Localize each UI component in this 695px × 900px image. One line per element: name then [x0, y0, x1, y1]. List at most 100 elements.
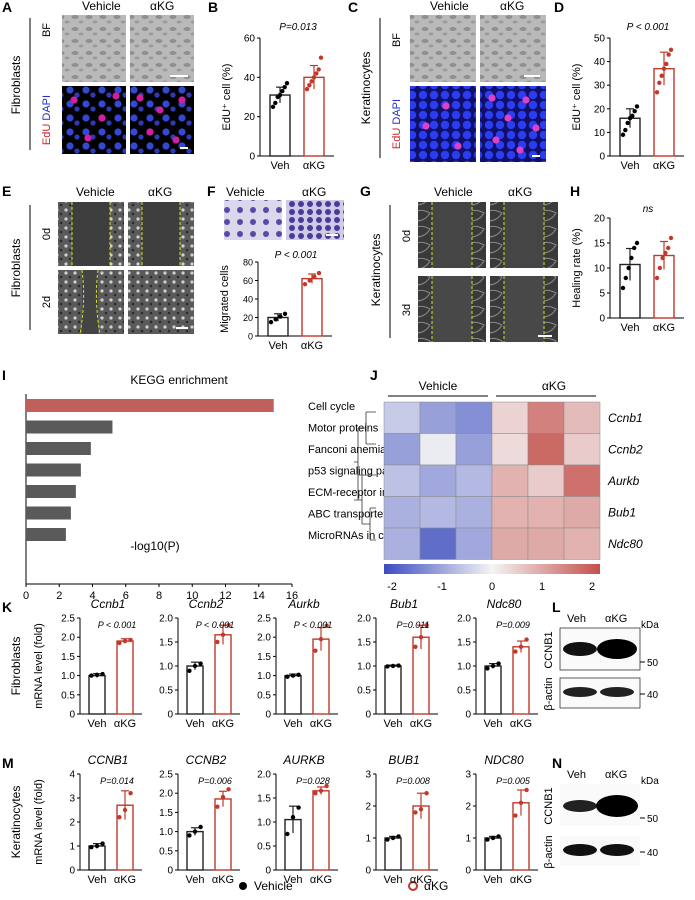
k-g0-ytick-label-4: 2.0: [61, 633, 75, 644]
k-g3-ytick-label-2: 1.0: [357, 662, 371, 673]
i-bar-5: [26, 506, 71, 520]
j-gene-3: Bub1: [608, 506, 636, 520]
i-xtick-label-2: 4: [89, 590, 95, 602]
m-gene-title-1: CCNB2: [186, 753, 227, 767]
k-g0-bar-akg: [116, 640, 134, 715]
k-g3-point-1-0: [413, 644, 418, 649]
m-g2-ytick-label-4: 2.0: [257, 770, 271, 781]
m-g4-ytick-label-1: 1: [465, 834, 471, 845]
n-marker-50: 50: [647, 814, 659, 825]
k-g1-ytick-label-0: 0: [167, 710, 173, 721]
h-point-0-1: [623, 275, 628, 281]
panel-label-b: B: [208, 0, 218, 15]
m-g1-ytick-label-0: 0: [167, 866, 173, 877]
k-g3-bar-veh: [384, 665, 402, 715]
f-point-1-0: [302, 282, 308, 287]
k-g3-point-0-1: [390, 663, 396, 669]
g-0d-label: 0d: [401, 230, 413, 242]
m-g0-point-1-2: [128, 791, 133, 796]
i-bar-1: [26, 420, 113, 434]
f-point-0-2: [278, 314, 283, 319]
h-ytick-label-4: 20: [594, 214, 606, 225]
k-g2-ytick-label-0: 0: [265, 710, 271, 721]
b-ylabel: EdU⁺ cell (%): [221, 64, 233, 131]
c-header-akg: αKG: [500, 0, 524, 13]
k-gene-title-1: Ccnb2: [189, 597, 224, 611]
m-g4-point-0-2: [496, 834, 501, 839]
m-g2-point-1-0: [313, 791, 318, 796]
m-g1-point-1-2: [226, 787, 231, 792]
m-g4-cat-0: Veh: [484, 874, 503, 886]
j-cell-1-5: [563, 433, 601, 466]
m-g3-point-1-0: [413, 810, 418, 815]
m-g0-point-0-2: [100, 841, 105, 846]
m-g2-ytick-label-2: 1.0: [257, 818, 271, 829]
b-point-1-4: [314, 71, 319, 76]
k-g1-point-1-2: [226, 623, 231, 628]
h-point-0-5: [634, 240, 640, 246]
m-g4-ytick-label-3: 3: [465, 770, 471, 781]
k-g3-point-1-2: [424, 623, 429, 628]
j-cell-3-4: [527, 496, 565, 529]
m-ylabel: mRNA level (fold): [33, 779, 45, 865]
d-point-0-0: [620, 132, 626, 137]
j-cell-4-4: [527, 527, 565, 560]
g-akg-3d-wound: [504, 276, 544, 342]
l-ccnb1-band-veh: [563, 642, 597, 656]
g-wound-edges: [431, 202, 545, 342]
h-point-1-4: [666, 245, 671, 251]
m-g1-ytick-label-4: 2.0: [159, 789, 173, 800]
l-kda-label: kDa: [641, 620, 659, 631]
m-g1-point-1-0: [215, 804, 220, 809]
b-pvalue: P=0.013: [279, 22, 317, 33]
i-xtick-label-4: 8: [156, 590, 162, 602]
b-point-1-2: [309, 79, 314, 84]
d-point-1-4: [664, 61, 669, 67]
m-g3-point-0-2: [396, 834, 401, 839]
c-edu-positive-nuclei: [422, 94, 540, 154]
j-cell-2-3: [491, 464, 529, 497]
k-g4-pvalue: P=0.009: [496, 620, 530, 630]
m-g1-point-0-1: [192, 829, 198, 834]
k-g4-bar-veh: [484, 665, 502, 715]
m-g2-ytick-label-3: 1.5: [257, 794, 271, 805]
m-g2-ytick-label-1: 0.5: [257, 842, 271, 853]
j-cell-1-4: [527, 433, 565, 466]
j-colorbar-tick-4: 2: [589, 581, 595, 593]
j-cell-0-1: [419, 401, 457, 434]
f-akg-image: [286, 200, 344, 240]
j-gene-0: Ccnb1: [608, 411, 643, 425]
panel-label-d: D: [554, 0, 564, 15]
a-bf-akg-image: [130, 15, 194, 82]
m-g0-cat-0: Veh: [88, 874, 107, 886]
m-g4-point-1-1: [518, 800, 524, 805]
j-cell-3-5: [563, 496, 601, 529]
f-bar-akg: [301, 277, 323, 337]
m-g0-ytick-label-2: 2: [69, 818, 75, 829]
j-cell-2-5: [563, 464, 601, 497]
legend-akg-label: αKG: [424, 879, 448, 893]
m-g1-cat-1: αKG: [212, 874, 234, 886]
k-g2-point-0-0: [285, 674, 290, 679]
m-gene-title-0: CCNB1: [88, 753, 129, 767]
b-ytick-label-3: 60: [244, 34, 256, 45]
f-header-akg: αKG: [302, 185, 326, 199]
m-gene-title-2: AURKB: [282, 753, 324, 767]
c-row-label: Keratinocytes: [359, 52, 373, 125]
j-cell-4-3: [491, 527, 529, 560]
j-cell-1-0: [383, 433, 421, 466]
m-g1-ytick-label-2: 1.0: [159, 827, 173, 838]
m-g2-cat-1: αKG: [310, 874, 332, 886]
d-ytick-label-0: 0: [599, 152, 605, 163]
f-point-0-0: [268, 319, 274, 325]
e-akg-2d-image: [128, 270, 194, 334]
d-point-1-3: [661, 66, 667, 71]
i-xtick-label-7: 14: [253, 590, 265, 602]
m-g3-ytick-label-2: 2: [365, 802, 371, 813]
e-header-vehicle: Vehicle: [76, 185, 115, 199]
a-dapi-label: DAPI: [41, 95, 53, 121]
k-g0-point-0-0: [89, 673, 94, 678]
k-g4-point-0-1: [490, 663, 496, 669]
